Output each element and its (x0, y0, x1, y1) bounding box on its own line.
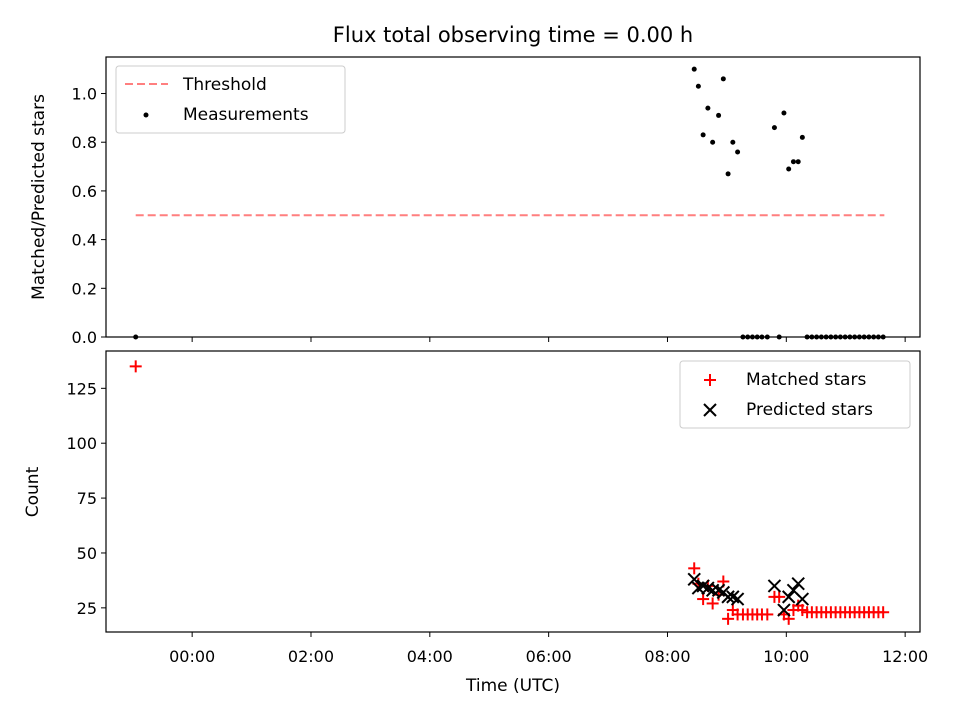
predicted-point (777, 603, 791, 617)
predicted-point (791, 576, 805, 591)
matched-legend-swatch (704, 374, 716, 386)
top-legend-box (115, 65, 346, 134)
predicted-point (705, 583, 720, 597)
predicted-point-b (791, 576, 805, 591)
measurement-point (700, 132, 706, 138)
predicted-point-b (777, 603, 791, 617)
matched-point (877, 606, 890, 619)
predicted-point-b (767, 579, 782, 593)
top-y-tick-label: 0.2 (72, 279, 97, 298)
x-axis-label: Time (UTC) (465, 676, 560, 696)
x-tick-label: 00:00 (169, 647, 215, 666)
x-tick-label: 06:00 (526, 647, 572, 666)
bottom-y-ticks: 25 50 75 100 125 (66, 379, 106, 618)
predicted-point-b (781, 590, 796, 604)
matched-point (706, 597, 719, 610)
chart-title: Flux total observing time = 0.00 h (333, 23, 693, 47)
predicted-point-b (726, 590, 740, 604)
predicted-point-b (711, 583, 726, 597)
measurement-point (771, 125, 777, 131)
bottom-legend: Matched stars Predicted stars (679, 360, 911, 429)
bottom-y-axis-label: Count (23, 466, 43, 517)
matched-point (697, 593, 710, 606)
predicted-point-b (687, 572, 701, 587)
predicted-point-b (730, 592, 745, 606)
predicted-point (795, 592, 810, 606)
predicted-point-b (701, 581, 715, 595)
measurement-point (730, 139, 736, 145)
predicted-point-b (696, 579, 710, 593)
predicted-point (781, 590, 796, 604)
predicted-point-b (786, 583, 801, 597)
predicted-legend-label: Predicted stars (746, 400, 873, 420)
predicted-legend-swatch (703, 403, 717, 417)
matched-point (761, 608, 774, 621)
measurement-point (786, 166, 792, 172)
matched-legend-label: Matched stars (746, 370, 866, 390)
top-y-ticks: 0.0 0.2 0.4 0.6 0.8 1.0 (72, 85, 106, 347)
bottom-x-ticks: 00:00 02:00 04:00 06:00 08:00 10:00 12:00 (169, 632, 928, 666)
bottom-y-tick-label: 100 (66, 434, 97, 453)
bottom-y-tick-label: 125 (66, 379, 97, 398)
predicted-point-b (705, 583, 720, 597)
top-axes: Flux total observing time = 0.00 h Match… (29, 23, 921, 347)
bottom-axes-frame (105, 350, 921, 633)
x-tick-label: 12:00 (882, 647, 928, 666)
top-y-tick-label: 0.4 (72, 231, 97, 250)
predicted-point-b (795, 592, 810, 606)
top-y-axis-label: Matched/Predicted stars (29, 94, 49, 300)
measurement-point (781, 110, 787, 116)
measurement-point (790, 159, 796, 165)
threshold-legend-label: Threshold (182, 75, 267, 95)
measurement-point (799, 134, 805, 140)
top-x-ticks (191, 337, 906, 342)
top-y-tick-label: 0.6 (72, 182, 97, 201)
measurement-point (725, 171, 731, 177)
predicted-point (687, 572, 701, 587)
matched-point (688, 562, 701, 575)
x-tick-label: 08:00 (644, 647, 690, 666)
bottom-y-tick-label: 25 (77, 599, 97, 618)
bottom-y-tick-label: 75 (77, 489, 97, 508)
predicted-point (767, 579, 782, 593)
top-legend: Threshold Measurements (115, 65, 346, 134)
measurement-point (735, 149, 741, 155)
matched-point (722, 612, 735, 625)
measurement-point (691, 66, 697, 72)
matched-point (773, 590, 786, 603)
top-y-tick-label: 0.8 (72, 133, 97, 152)
top-axes-frame (105, 56, 921, 338)
measurement-point (695, 83, 701, 89)
predicted-point (730, 592, 745, 606)
bottom-y-tick-label: 50 (77, 544, 97, 563)
top-y-tick-label: 1.0 (72, 85, 97, 104)
matched-point (129, 360, 142, 373)
measurement-point (716, 112, 722, 118)
measurement-point (710, 139, 716, 145)
measurements-legend-swatch (143, 112, 149, 118)
measurement-point (720, 76, 726, 82)
x-tick-label: 10:00 (763, 647, 809, 666)
bottom-axes: Count Time (UTC) 25 50 75 100 125 00:00 02:00… (23, 350, 928, 696)
x-tick-label: 04:00 (407, 647, 453, 666)
measurements-legend-label: Measurements (183, 105, 309, 125)
x-tick-label: 02:00 (288, 647, 334, 666)
bottom-legend-box (679, 360, 911, 429)
measurement-point (705, 105, 711, 111)
bottom-plot-area (129, 360, 890, 625)
measurement-point (795, 159, 801, 165)
top-y-tick-label: 0.0 (72, 328, 97, 347)
